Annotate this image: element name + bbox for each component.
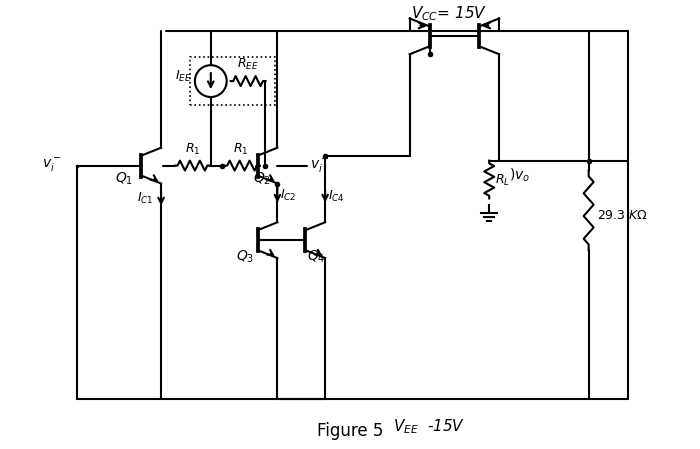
Text: $29.3\ K\Omega$: $29.3\ K\Omega$ [596,209,648,222]
Text: $Q_3$: $Q_3$ [236,248,255,264]
Text: $v_i^-$: $v_i^-$ [42,157,62,175]
Text: $I_{C4}$: $I_{C4}$ [328,189,345,204]
Text: $) v_o$: $) v_o$ [509,167,530,184]
Text: $I_{C1}$: $I_{C1}$ [136,191,153,206]
Text: $R_1$: $R_1$ [233,141,248,157]
Text: $Q_2$: $Q_2$ [253,171,271,187]
Text: $Q_4$: $Q_4$ [307,248,326,264]
Text: $I_{C2}$: $I_{C2}$ [281,188,297,203]
Text: $R_1$: $R_1$ [186,141,201,157]
Text: $Q_1$: $Q_1$ [115,171,133,187]
Text: $I_{EE}$: $I_{EE}$ [175,69,192,84]
Text: Figure 5: Figure 5 [317,422,383,440]
Text: $R_L$: $R_L$ [495,173,510,188]
Text: $R_{EE}$: $R_{EE}$ [237,57,258,72]
Text: $V_{EE}$  -15V: $V_{EE}$ -15V [393,417,466,436]
Text: $V_{CC}$= 15V: $V_{CC}$= 15V [412,4,487,23]
Text: $v_i^+$: $v_i^+$ [310,155,330,176]
